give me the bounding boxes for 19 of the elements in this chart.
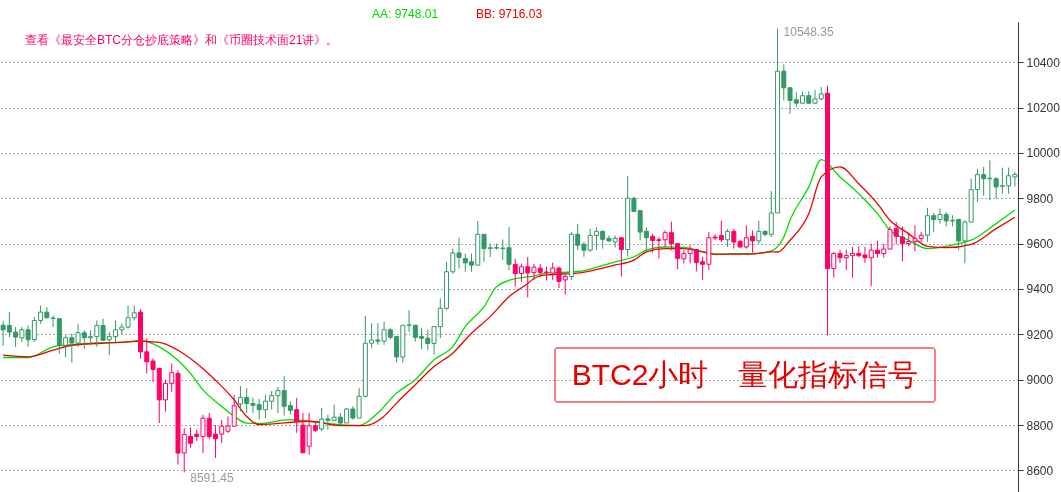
text: BTC2小时 量化指标信号 [571, 358, 919, 391]
annotation: 查看《最安全BTC分仓抄底策略》和《币圈技术面21讲》。 [25, 33, 339, 47]
y-tick-label: 9600 [1026, 237, 1054, 252]
y-tick-label: 10200 [1026, 101, 1061, 116]
candlestick [618, 237, 624, 278]
y-tick-label: 10400 [1026, 55, 1061, 70]
candlestick [294, 397, 300, 434]
y-tick-label: 9000 [1026, 373, 1054, 388]
candlestick [725, 228, 731, 248]
y-tick-label: 9800 [1026, 191, 1054, 206]
annotation: 10548.35 [783, 25, 834, 40]
y-tick-label: 9400 [1026, 282, 1054, 297]
y-tick-label: 10000 [1026, 146, 1061, 161]
y-tick-label: 8600 [1026, 463, 1054, 478]
annotation: 8591.45 [190, 471, 234, 486]
text: BB: 9716.03 [476, 7, 543, 21]
y-tick-label: 8800 [1026, 418, 1054, 433]
text: AA: 9748.01 [372, 7, 439, 21]
y-tick-label: 9200 [1026, 327, 1054, 342]
